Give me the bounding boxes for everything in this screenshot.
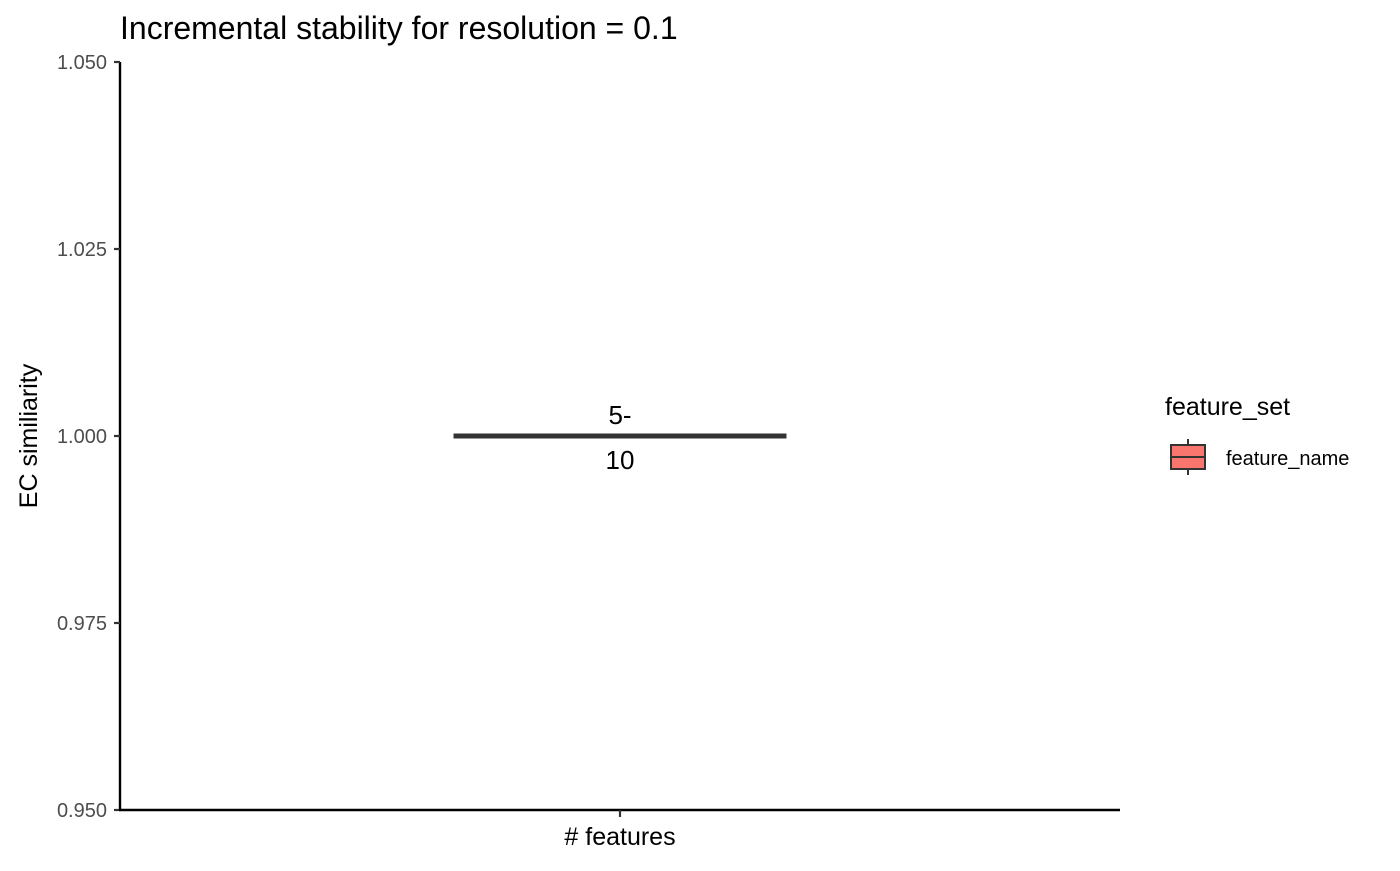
legend-title: feature_set bbox=[1165, 393, 1290, 421]
y-axis: 0.950 0.975 1.000 1.025 1.050 bbox=[57, 52, 122, 822]
box-label-line2: 10 bbox=[606, 445, 635, 475]
x-tick-label: # features bbox=[564, 823, 675, 851]
x-axis: # features bbox=[119, 808, 1120, 851]
plot-marks: 5- 10 bbox=[453, 400, 787, 475]
legend-item: feature_name bbox=[1170, 439, 1349, 475]
y-tick-label: 0.950 bbox=[57, 800, 107, 822]
chart-title: Incremental stability for resolution = 0… bbox=[120, 10, 678, 46]
y-tick-label: 0.975 bbox=[57, 613, 107, 635]
y-tick-label: 1.050 bbox=[57, 52, 107, 74]
legend: feature_set feature_name bbox=[1165, 393, 1349, 475]
box-0-0: 5- 10 bbox=[453, 400, 787, 475]
y-axis-title: EC similiarity bbox=[15, 363, 43, 508]
y-tick-label: 1.025 bbox=[57, 239, 107, 261]
box-label-line1: 5- bbox=[608, 400, 631, 430]
legend-label: feature_name bbox=[1226, 448, 1349, 470]
y-tick-label: 1.000 bbox=[57, 426, 107, 448]
